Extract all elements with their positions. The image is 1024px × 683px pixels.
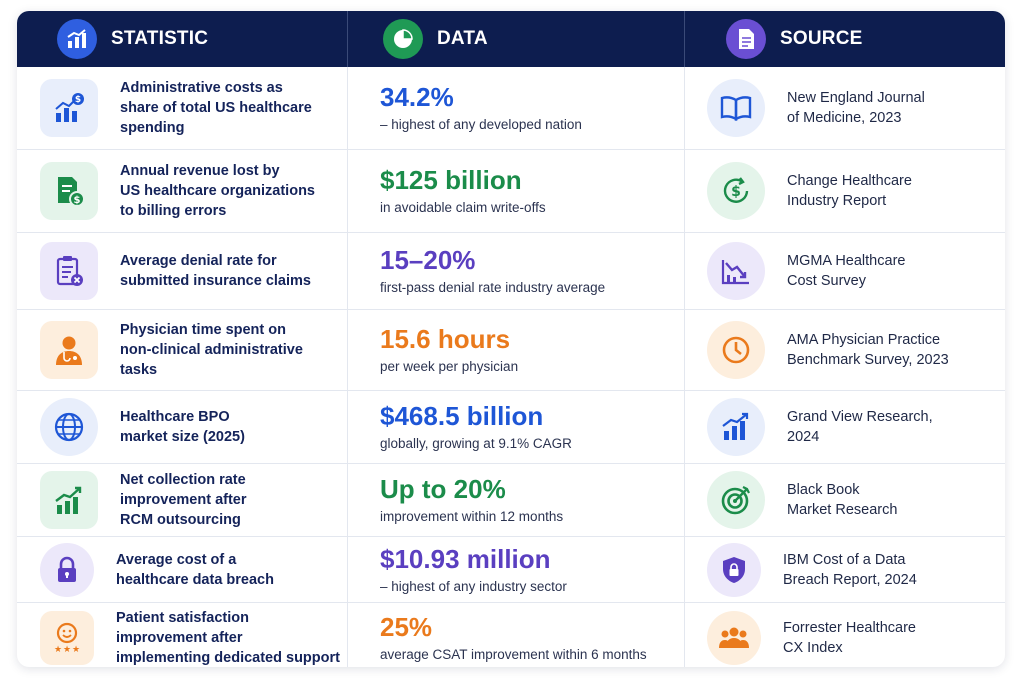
- statistic-cell: Net collection rate improvement after RCM …: [17, 464, 348, 536]
- source-text: Grand View Research, 2024: [787, 409, 933, 445]
- data-value: 25%: [380, 612, 433, 642]
- data-cell: 15–20% first-pass denial rate industry a…: [348, 233, 685, 309]
- dollar-refresh-icon: $: [707, 162, 765, 220]
- table-row: Average denial rate for submitted insuran…: [17, 233, 1005, 310]
- table-row: ★ ★ ★ Patient satisfaction improvement afte…: [17, 603, 1005, 667]
- header-source: SOURCE: [685, 11, 1005, 67]
- source-text: Forrester Healthcare CX Index: [783, 620, 916, 656]
- document-icon: [726, 19, 766, 59]
- svg-text:★: ★: [63, 645, 71, 655]
- statistic-cell: ★ ★ ★ Patient satisfaction improvement afte…: [17, 603, 348, 667]
- table-row: Healthcare BPO market size (2025) $468.5 …: [17, 391, 1005, 464]
- table-body: $ Administrative costs as share of total …: [17, 67, 1005, 667]
- source-text: IBM Cost of a Data Breach Report, 2024: [783, 551, 917, 588]
- source-text: MGMA Healthcare Cost Survey: [787, 253, 906, 289]
- source-text: New England Journal of Medicine, 2023: [787, 90, 925, 126]
- svg-text:★: ★: [72, 645, 80, 655]
- smiley-stars-icon: ★ ★ ★: [40, 611, 94, 665]
- data-cell: $125 billion in avoidable claim write-of…: [348, 150, 685, 232]
- data-subtext: – highest of any industry sector: [380, 578, 567, 594]
- statistic-text: Physician time spent on non-clinical admi…: [120, 322, 303, 378]
- header-data-label: DATA: [437, 28, 488, 49]
- data-cell: Up to 20% improvement within 12 months: [348, 464, 685, 536]
- chart-down-icon: [707, 242, 765, 300]
- growth-chart-icon: [40, 471, 98, 529]
- data-value: Up to 20%: [380, 474, 506, 504]
- svg-text:$: $: [74, 195, 81, 206]
- data-cell: $10.93 million – highest of any industry…: [348, 537, 685, 602]
- target-icon: [707, 471, 765, 529]
- statistic-text: Patient satisfaction improvement after imp…: [116, 610, 340, 666]
- svg-text:$: $: [731, 184, 741, 200]
- globe-icon: [40, 398, 98, 456]
- statistic-text: Net collection rate improvement after RCM …: [120, 472, 247, 528]
- statistics-table: STATISTIC DATA SOURCE $ Administrative c…: [17, 11, 1005, 667]
- statistic-text: Annual revenue lost by US healthcare orga…: [120, 163, 315, 219]
- statistic-cell: $ Annual revenue lost by US healthcare or…: [17, 150, 348, 232]
- statistic-cell: Healthcare BPO market size (2025): [17, 391, 348, 463]
- bar-chart-icon: [57, 19, 97, 59]
- data-subtext: average CSAT improvement within 6 months: [380, 647, 647, 662]
- source-cell: Grand View Research, 2024: [685, 391, 1005, 463]
- data-value: $468.5 billion: [380, 401, 544, 431]
- source-text: Change Healthcare Industry Report: [787, 173, 912, 209]
- svg-text:$: $: [75, 95, 81, 105]
- data-subtext: – highest of any developed nation: [380, 117, 582, 132]
- data-subtext: first-pass denial rate industry average: [380, 280, 606, 295]
- table-row: Physician time spent on non-clinical admi…: [17, 310, 1005, 391]
- statistic-text: Average denial rate for submitted insuran…: [120, 253, 311, 289]
- statistic-cell: Physician time spent on non-clinical admi…: [17, 310, 348, 390]
- data-cell: 25% average CSAT improvement within 6 mo…: [348, 603, 685, 667]
- source-cell: Forrester Healthcare CX Index: [685, 603, 1005, 667]
- table-row: $ Annual revenue lost by US healthcare or…: [17, 150, 1005, 233]
- data-value: 34.2%: [380, 82, 454, 112]
- statistic-text: Healthcare BPO market size (2025): [120, 409, 245, 445]
- data-subtext: improvement within 12 months: [380, 509, 564, 524]
- table-row: $ Administrative costs as share of total …: [17, 67, 1005, 150]
- data-subtext: in avoidable claim write-offs: [380, 200, 546, 215]
- source-cell: AMA Physician Practice Benchmark Survey, …: [685, 310, 1005, 390]
- dollar-chart-icon: $: [40, 79, 98, 137]
- source-text: AMA Physician Practice Benchmark Survey, …: [787, 332, 949, 368]
- data-value: $10.93 million: [380, 543, 551, 574]
- statistic-cell: $ Administrative costs as share of total …: [17, 67, 348, 149]
- clipboard-denied-icon: [40, 242, 98, 300]
- statistic-text: Average cost of a healthcare data breach: [116, 551, 274, 588]
- book-icon: [707, 79, 765, 137]
- header-source-label: SOURCE: [780, 28, 863, 49]
- statistic-cell: Average cost of a healthcare data breach: [17, 537, 348, 602]
- header-data: DATA: [348, 11, 685, 67]
- source-text: Black Book Market Research: [787, 482, 898, 518]
- physician-icon: [40, 321, 98, 379]
- data-subtext: per week per physician: [380, 359, 519, 374]
- statistic-cell: Average denial rate for submitted insuran…: [17, 233, 348, 309]
- header-statistic: STATISTIC: [17, 11, 348, 67]
- source-cell: $ Change Healthcare Industry Report: [685, 150, 1005, 232]
- source-cell: MGMA Healthcare Cost Survey: [685, 233, 1005, 309]
- data-cell: 34.2% – highest of any developed nation: [348, 67, 685, 149]
- shield-lock-icon: [707, 542, 761, 597]
- table-header: STATISTIC DATA SOURCE: [17, 11, 1005, 67]
- statistic-text: Administrative costs as share of total US…: [120, 80, 312, 136]
- pie-chart-icon: [383, 19, 423, 59]
- lock-icon: [40, 542, 94, 597]
- invoice-dollar-icon: $: [40, 162, 98, 220]
- header-statistic-label: STATISTIC: [111, 28, 209, 49]
- svg-text:★: ★: [54, 645, 62, 655]
- table-row: Average cost of a healthcare data breach …: [17, 537, 1005, 603]
- source-cell: IBM Cost of a Data Breach Report, 2024: [685, 537, 1005, 602]
- data-subtext: globally, growing at 9.1% CAGR: [380, 436, 572, 451]
- source-cell: New England Journal of Medicine, 2023: [685, 67, 1005, 149]
- data-cell: 15.6 hours per week per physician: [348, 310, 685, 390]
- chart-up-icon: [707, 398, 765, 456]
- clock-icon: [707, 321, 765, 379]
- people-group-icon: [707, 611, 761, 665]
- source-cell: Black Book Market Research: [685, 464, 1005, 536]
- data-value: $125 billion: [380, 165, 522, 195]
- data-cell: $468.5 billion globally, growing at 9.1%…: [348, 391, 685, 463]
- data-value: 15–20%: [380, 245, 476, 275]
- data-value: 15.6 hours: [380, 324, 511, 354]
- table-row: Net collection rate improvement after RCM …: [17, 464, 1005, 537]
